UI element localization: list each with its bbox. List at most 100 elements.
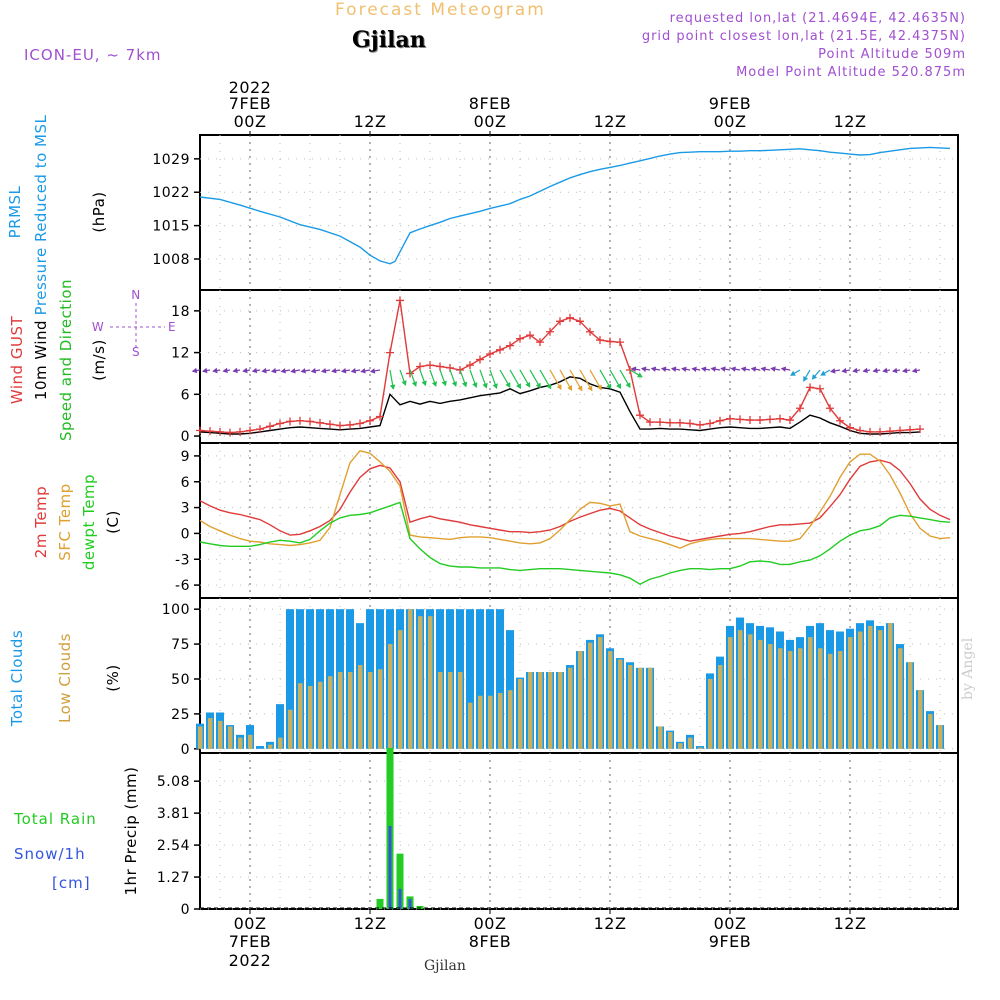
product-title: Forecast Meteogram <box>335 0 546 20</box>
pressure-unit-label: (hPa) <box>90 191 108 232</box>
wind-speed-line <box>199 376 921 435</box>
wind-arrow-head <box>681 366 687 373</box>
pressure-axis-title: Pressure Reduced to MSL <box>32 114 50 315</box>
wind-gust-line-point <box>726 414 734 423</box>
top-hour-label: 12Z <box>354 112 387 131</box>
total-cloud-bar <box>296 609 304 749</box>
wind-gust-line-point <box>766 415 774 424</box>
low-cloud-bar <box>708 678 713 749</box>
low-cloud-bar <box>488 695 493 749</box>
wind-gust-line-point <box>266 422 274 431</box>
compass-e: E <box>168 320 176 334</box>
low-cloud-bar <box>498 692 503 749</box>
wind-arrow-head <box>431 381 438 387</box>
low-cloud-bar <box>718 665 723 749</box>
wind-gust-line-point <box>256 425 264 434</box>
clouds-ytick-label: 0 <box>181 742 190 758</box>
total-cloud-bar <box>286 609 294 749</box>
low-cloud-bar <box>338 672 343 749</box>
low-cloud-bar <box>298 683 303 749</box>
wind-gust-line-point <box>336 421 344 430</box>
wind-arrow-head <box>811 374 818 380</box>
total-cloud-bar <box>316 609 324 749</box>
low-cloud-bar <box>768 644 773 749</box>
low-cloud-bar <box>628 665 633 749</box>
wind-gust-line-point <box>206 427 214 436</box>
wind-arrow-head <box>911 367 918 374</box>
pressure-frame <box>199 134 959 291</box>
top-hour-label: 12Z <box>834 112 867 131</box>
temperature-frame <box>199 442 959 599</box>
low-cloud-bar <box>868 625 873 749</box>
wind-gust-line-point <box>736 415 744 424</box>
wind-gust-line-point <box>806 383 814 392</box>
wind-gust-line-point <box>596 336 604 345</box>
total-cloud-bar <box>276 704 284 749</box>
wind-gust-line-point <box>396 296 404 305</box>
low-cloud-bar <box>478 695 483 749</box>
low-cloud-bar <box>548 672 553 749</box>
wind-arrow-head <box>660 366 667 372</box>
precip-ytick-label: 2.54 <box>157 838 190 854</box>
wind-arrow-head <box>535 382 541 389</box>
wind-arrow-head <box>780 366 787 372</box>
top-date-label: 9FEB <box>709 94 751 113</box>
clouds-axis-title: Total Clouds <box>8 630 26 727</box>
rain-bar <box>396 853 404 909</box>
top-year-label: 2022 <box>229 78 272 97</box>
pressure-ytick-label: 1008 <box>152 252 190 268</box>
low-cloud-bar <box>528 672 533 749</box>
wind-arrow-head <box>691 366 697 373</box>
low-cloud-bar <box>398 630 403 749</box>
wind-gust-line-point <box>376 412 384 421</box>
wind-gust-line-point <box>646 418 654 427</box>
snow-bar <box>408 898 412 909</box>
low-cloud-bar <box>198 726 203 749</box>
compass-n: N <box>131 288 140 302</box>
point-altitude: Point Altitude 509m <box>818 47 966 62</box>
wind-arrow-head <box>389 384 396 390</box>
wind-arrow-head <box>461 381 468 388</box>
low-cloud-bar <box>878 630 883 749</box>
temperature-ytick-label: 3 <box>181 501 190 517</box>
location-title: Gjilan <box>352 27 426 53</box>
wind-arrow-head <box>472 382 478 388</box>
top-hour-label: 00Z <box>474 112 507 131</box>
low-cloud-bar <box>308 685 313 749</box>
temperature-axis-title: dewpt Temp <box>80 474 98 570</box>
wind-gust-line-point <box>826 404 834 413</box>
clouds-ytick-label: 100 <box>162 602 190 618</box>
wind-arrow-head <box>300 368 306 374</box>
low-cloud-bar <box>848 637 853 749</box>
bottom-hour-label: 00Z <box>714 914 747 933</box>
wind-unit-label: (m/s) <box>90 339 108 381</box>
wind-gust-line-point <box>656 418 664 427</box>
wind-arrow-head <box>901 367 908 374</box>
top-hour-label: 00Z <box>714 112 747 131</box>
snow-bar <box>388 825 392 909</box>
low-cloud-bar <box>228 726 233 749</box>
precip-rain-label: Total Rain <box>13 810 97 828</box>
wind-arrow-head <box>710 366 716 372</box>
wind-arrow-head <box>882 367 888 374</box>
low-cloud-bar <box>288 709 293 749</box>
wind-arrow-head <box>770 366 776 372</box>
low-cloud-bar <box>648 667 653 749</box>
wind-arrow-head <box>482 382 488 389</box>
wind-gust-line-point <box>286 417 294 426</box>
bottom-hour-label: 12Z <box>354 914 387 933</box>
low-cloud-bar <box>788 651 793 749</box>
temperature-axis-title: 2m Temp <box>32 486 50 558</box>
wind-gust-line-point <box>216 427 224 436</box>
wind-gust-line-point <box>346 420 354 429</box>
pressure-line <box>199 146 951 265</box>
low-cloud-bar <box>758 639 763 749</box>
bottom-hour-label: 12Z <box>834 914 867 933</box>
wind-gust-line-point <box>386 348 394 357</box>
low-cloud-bar <box>388 644 393 749</box>
wind-arrow-head <box>720 366 726 372</box>
wind-ytick-label: 12 <box>171 346 190 362</box>
wind-gust-line-point <box>466 361 474 370</box>
wind-axis-title: Wind GUST <box>8 316 26 405</box>
